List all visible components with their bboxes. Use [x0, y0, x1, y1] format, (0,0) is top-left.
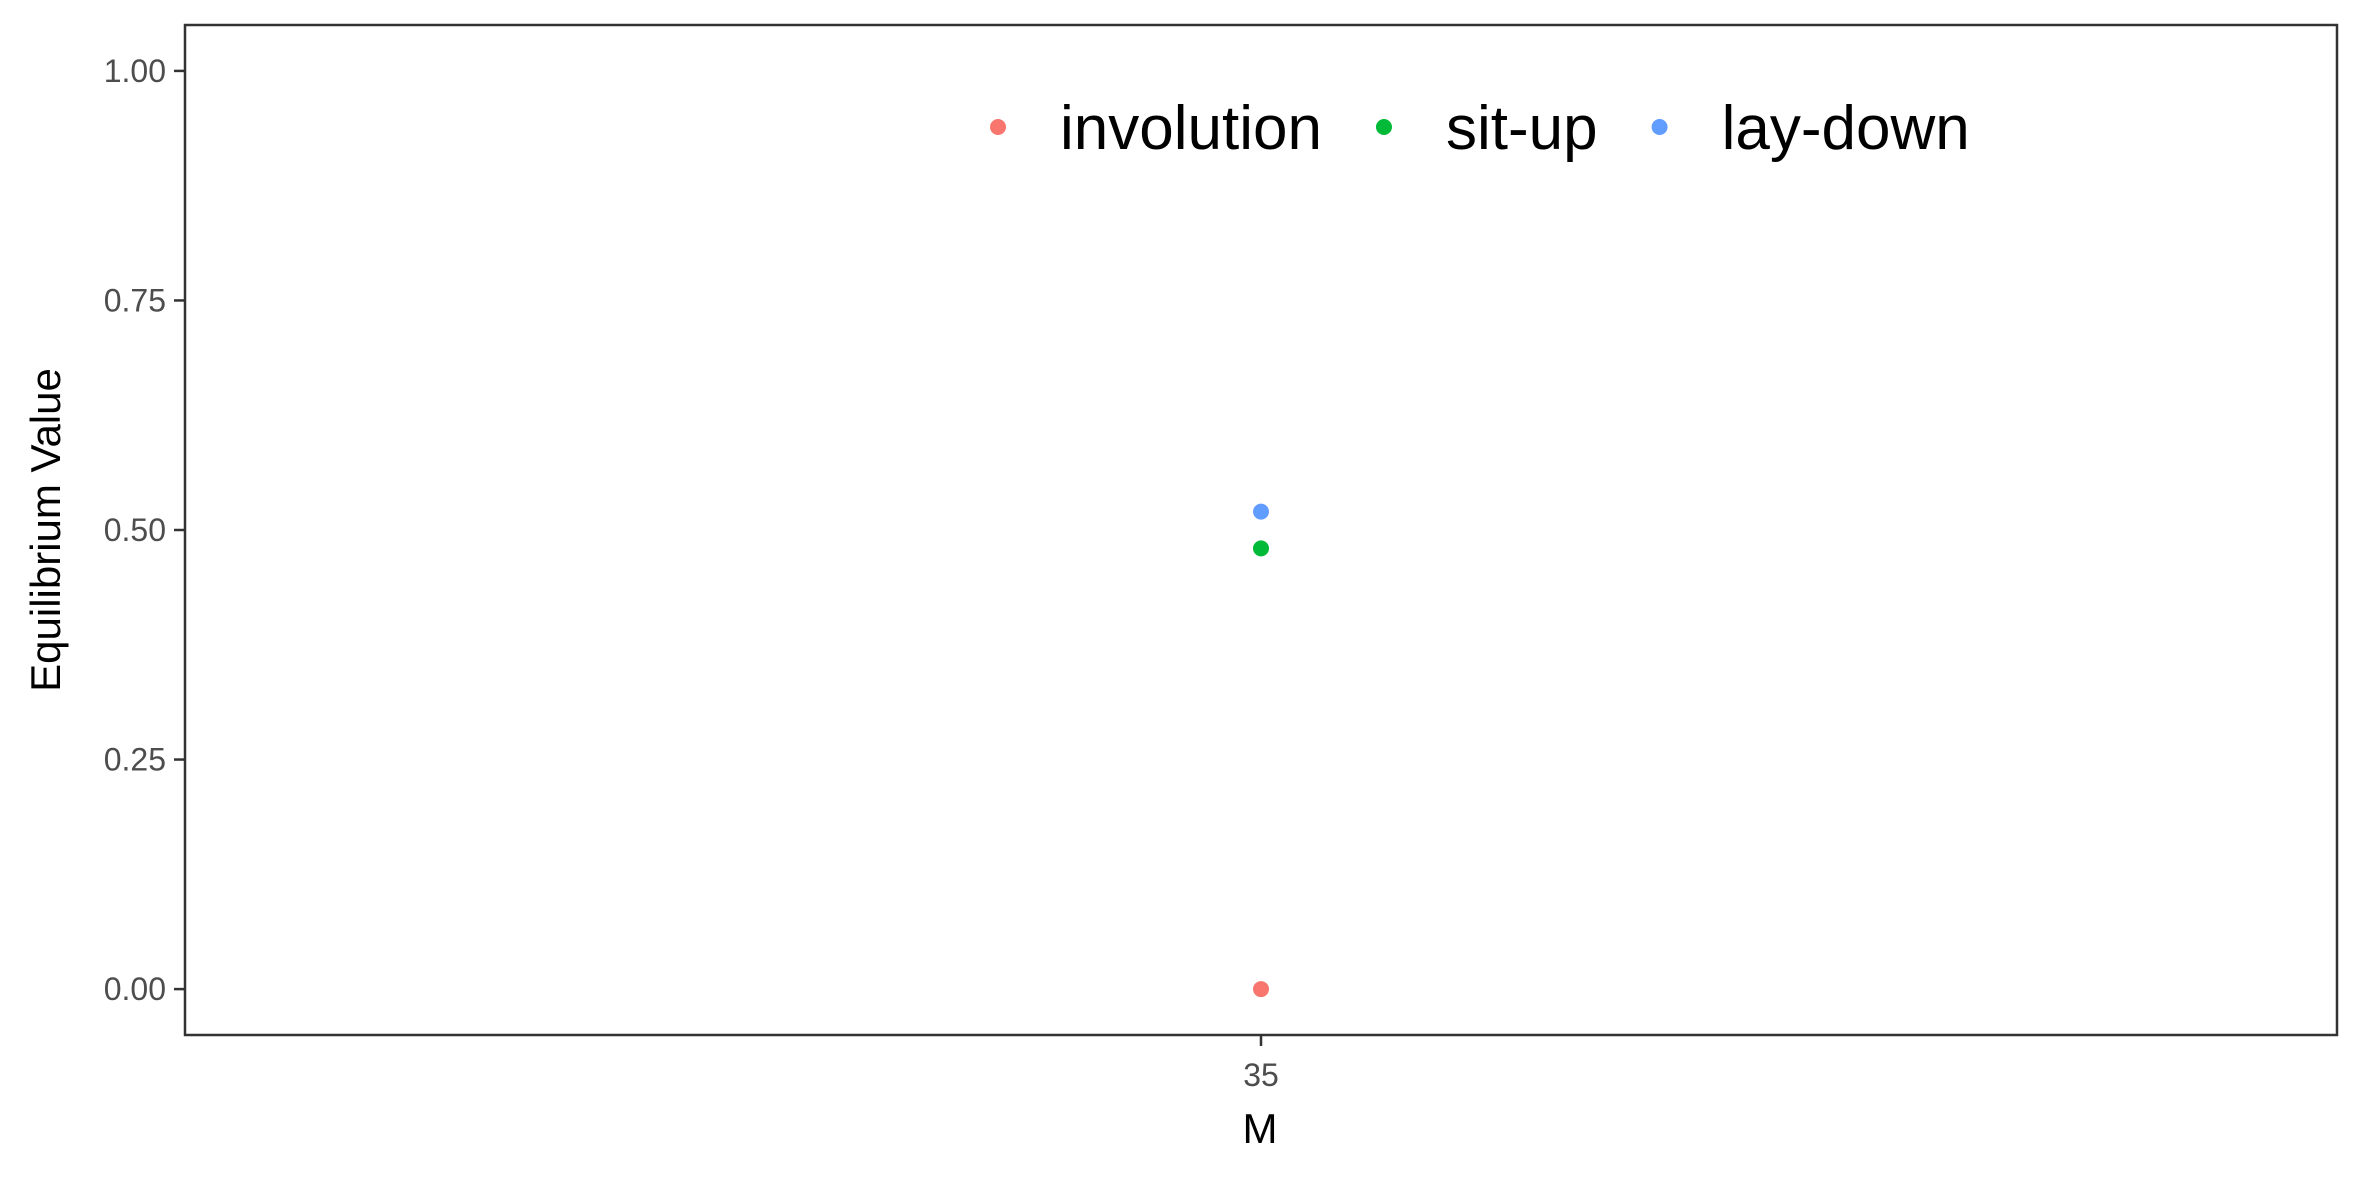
legend: involution sit-up lay-down: [990, 94, 1970, 163]
y-axis: 0.00 0.25 0.50 0.75 1.00: [104, 53, 185, 1007]
y-tick-label: 1.00: [104, 53, 166, 89]
legend-label-lay-down: lay-down: [1722, 94, 1970, 163]
x-axis: 35: [1243, 1035, 1279, 1093]
y-tick-label: 0.25: [104, 742, 166, 778]
legend-label-sit-up: sit-up: [1446, 94, 1598, 163]
x-tick-label: 35: [1243, 1057, 1279, 1093]
legend-key-lay-down: [1651, 119, 1668, 135]
legend-key-involution: [990, 119, 1006, 135]
y-tick-label: 0.50: [104, 512, 166, 548]
plot-panel-border: [183, 23, 2339, 1037]
data-points: [1253, 503, 1269, 998]
data-point-involution: [1253, 981, 1269, 998]
data-point-lay-down: [1253, 503, 1269, 520]
data-point-sit-up: [1253, 540, 1269, 557]
legend-label-involution: involution: [1060, 94, 1322, 163]
y-tick-label: 0.00: [104, 971, 166, 1007]
y-tick-label: 0.75: [104, 282, 166, 318]
y-axis-title: Equilibrium Value: [22, 368, 69, 692]
x-axis-title: M: [1243, 1105, 1278, 1152]
legend-key-sit-up: [1375, 119, 1392, 135]
